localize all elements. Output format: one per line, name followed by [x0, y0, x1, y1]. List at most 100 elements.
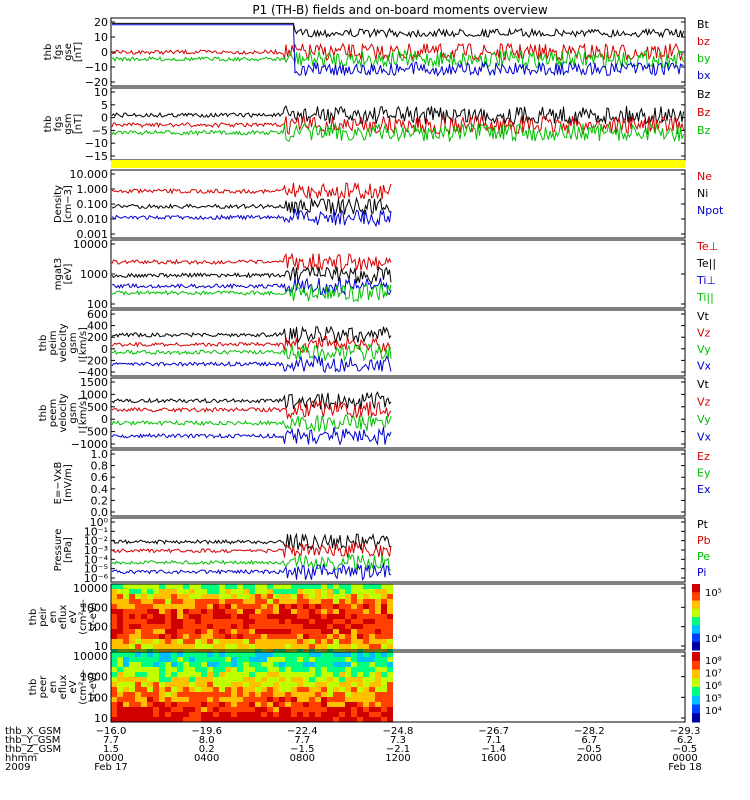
legend-entry: Bz	[697, 106, 711, 119]
spectrogram-cell	[309, 589, 315, 594]
spectrogram-cell	[237, 707, 243, 712]
spectrogram-cell	[183, 604, 189, 609]
spectrogram-cell	[363, 599, 369, 604]
spectrogram-cell	[261, 594, 267, 599]
spectrogram-cell	[183, 614, 189, 619]
series-bt-line	[112, 22, 684, 39]
spectrogram-cell	[309, 594, 315, 599]
spectrogram-cell	[147, 644, 153, 649]
spectrogram-cell	[297, 707, 303, 712]
spectrogram-cell	[267, 692, 273, 697]
spectrogram-cell	[357, 682, 363, 687]
spectrogram-cell	[357, 629, 363, 634]
spectrogram-cell	[267, 624, 273, 629]
spectrogram-cell	[303, 604, 309, 609]
spectrogram-cell	[351, 614, 357, 619]
spectrogram-cell	[177, 599, 183, 604]
spectrogram-cell	[351, 682, 357, 687]
x-tick-value: 7.7	[294, 735, 310, 746]
y-label-line: peer	[38, 675, 49, 699]
spectrogram-cell	[321, 662, 327, 667]
spectrogram-cell	[189, 634, 195, 639]
spectrogram-cell	[369, 619, 375, 624]
spectrogram-cell	[213, 712, 219, 717]
spectrogram-cell	[141, 687, 147, 692]
spectrogram-cell	[129, 609, 135, 614]
spectrogram-cell	[297, 634, 303, 639]
spectrogram-cell	[225, 712, 231, 717]
spectrogram-cell	[237, 624, 243, 629]
spectrogram-cell	[189, 662, 195, 667]
spectrogram-cell	[357, 677, 363, 682]
spectrogram-cell	[147, 712, 153, 717]
spectrogram-cell	[129, 589, 135, 594]
spectrogram-cell	[213, 692, 219, 697]
spectrogram-cell	[129, 672, 135, 677]
spectrogram-cell	[177, 712, 183, 717]
spectrogram-cell	[195, 629, 201, 634]
spectrogram-cell	[201, 672, 207, 677]
spectrogram-cell	[315, 702, 321, 707]
spectrogram-cell	[249, 702, 255, 707]
spectrogram-cell	[165, 687, 171, 692]
y-tick-label: 0	[101, 343, 108, 356]
spectrogram-cell	[207, 692, 213, 697]
spectrogram-cell	[201, 662, 207, 667]
spectrogram-cell	[261, 672, 267, 677]
spectrogram-cell	[321, 707, 327, 712]
spectrogram-cell	[243, 652, 249, 657]
series-ni-line	[111, 196, 392, 216]
spectrogram-cell	[243, 604, 249, 609]
spectrogram-cell	[231, 717, 237, 722]
spectrogram-cell	[231, 609, 237, 614]
legend-entry: Ne	[697, 170, 712, 183]
x-tick-value: 0.2	[199, 744, 215, 755]
spectrogram-cell	[279, 717, 285, 722]
spectrogram-cell	[285, 672, 291, 677]
y-tick-label: 0.010	[77, 213, 109, 226]
spectrogram-cell	[135, 619, 141, 624]
x-axis-labels: thb_X_GSMthb_Y_GSMthb_Z_GSMhhmm2009−16.0…	[5, 726, 702, 773]
spectrogram-cell	[111, 584, 117, 589]
spectrogram-cell	[255, 682, 261, 687]
spectrogram-cell	[141, 697, 147, 702]
spectrogram-cell	[267, 702, 273, 707]
spectrogram-cell	[387, 589, 393, 594]
spectrogram-cell	[171, 697, 177, 702]
spectrogram-cell	[171, 712, 177, 717]
spectrogram-cell	[111, 619, 117, 624]
series-vt-line	[111, 325, 392, 344]
spectrogram-cell	[315, 682, 321, 687]
spectrogram-cell	[291, 609, 297, 614]
spectrogram-cell	[381, 594, 387, 599]
spectrogram-cell	[237, 614, 243, 619]
spectrogram-cell	[327, 657, 333, 662]
legend-entry: Te⊥	[696, 240, 718, 253]
spectrogram-cell	[177, 584, 183, 589]
x-tick-value: −19.6	[191, 726, 222, 737]
spectrogram-cell	[237, 652, 243, 657]
spectrogram-cell	[273, 682, 279, 687]
spectrogram-cell	[159, 717, 165, 722]
spectrogram-cell	[159, 667, 165, 672]
spectrogram-cell	[273, 662, 279, 667]
y-tick-label: 0.100	[77, 198, 109, 211]
spectrogram-cell	[363, 707, 369, 712]
spectrogram-cell	[273, 644, 279, 649]
spectrogram-cell	[249, 652, 255, 657]
x-tick-value: −1.5	[290, 744, 314, 755]
spectrogram-cell	[249, 677, 255, 682]
y-label-line: gsm	[68, 402, 79, 423]
spectrogram-cell	[375, 619, 381, 624]
spectrogram-cell	[267, 619, 273, 624]
y-tick-label: 0.6	[91, 471, 109, 484]
spectrogram-cell	[345, 629, 351, 634]
colorbar-segment	[692, 713, 700, 723]
y-tick-label: −1000	[71, 438, 108, 451]
spectrogram-cell	[177, 702, 183, 707]
spectrogram-cell	[375, 629, 381, 634]
spectrogram-cell	[231, 672, 237, 677]
spectrogram-cell	[195, 692, 201, 697]
spectrogram-cell	[351, 604, 357, 609]
spectrogram-cell	[153, 619, 159, 624]
